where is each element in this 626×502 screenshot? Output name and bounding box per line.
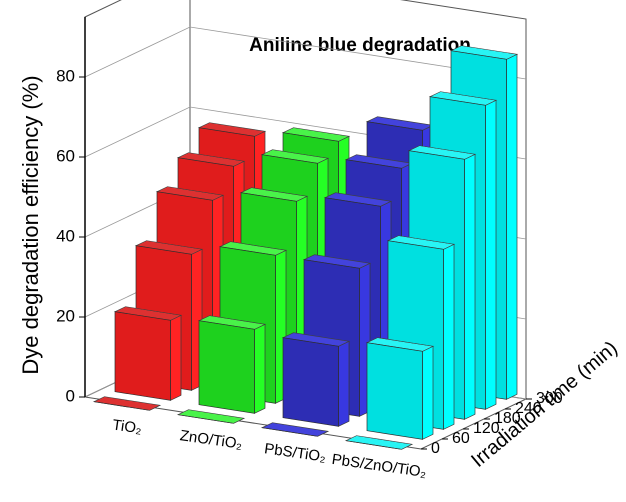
bar	[93, 401, 150, 411]
z-tick-label: 0	[431, 440, 440, 457]
z-tick-label: 240	[515, 400, 542, 417]
bar	[261, 427, 318, 437]
grid-line	[84, 26, 527, 80]
bar-side	[338, 340, 350, 427]
category-label: PbS/ZnO/TiO₂	[331, 451, 428, 481]
z-tick-label: 120	[473, 420, 500, 437]
y-tick-label: 20	[56, 306, 75, 325]
category-label: ZnO/TiO₂	[179, 427, 244, 453]
bar	[198, 320, 255, 414]
bar	[177, 414, 234, 424]
y-tick-label: 60	[56, 146, 75, 165]
z-tick-label: 60	[452, 430, 470, 447]
bar	[282, 337, 339, 427]
y-axis-label: Dye degradation efficiency (%)	[18, 75, 43, 374]
bar-side	[485, 99, 497, 410]
bar-side	[443, 243, 455, 430]
y-tick-label: 80	[56, 66, 75, 85]
bar-side	[170, 314, 182, 401]
bar-side	[464, 153, 476, 420]
bar-side	[422, 345, 434, 440]
z-tick-label: 300	[536, 390, 563, 407]
bar-side	[506, 53, 518, 400]
bar	[114, 311, 171, 401]
bar	[366, 342, 423, 440]
chart-title: Aniline blue degradation	[249, 35, 471, 56]
bar	[345, 440, 402, 450]
category-label: PbS/TiO₂	[263, 440, 327, 465]
category-label: TiO₂	[111, 417, 143, 438]
z-tick-label: 180	[494, 410, 521, 427]
y-tick-label: 40	[56, 226, 75, 245]
y-tick-label: 0	[66, 386, 75, 405]
bar-side	[254, 323, 266, 414]
